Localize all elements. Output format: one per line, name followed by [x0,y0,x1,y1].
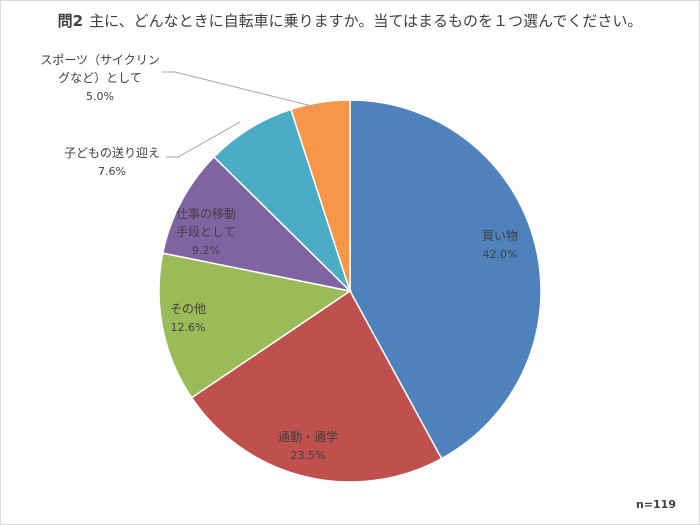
question-number: 問2 [57,12,84,30]
leader-line-4 [166,121,241,158]
slice-label-3: 仕事の移動手段として 9.2% [176,207,236,257]
sample-size-note: n=119 [635,498,676,511]
slice-label-1: 通勤・通学 23.5% [278,429,338,462]
pie-slice-2 [158,252,352,399]
pie-slice-0 [349,99,542,460]
slice-label-5: スポーツ（サイクリングなど）として 5.0% [40,53,160,103]
leader-line-5 [162,71,321,109]
slice-label-4: 子どもの送り迎え 7.6% [64,145,160,178]
question-text: 主に、どんなときに自転車に乗りますか。当てはまるものを１つ選んでください。 [89,12,643,30]
pie-slice-1 [190,289,443,483]
slice-label-0: 買い物 42.0% [482,229,518,261]
pie-slice-3 [161,155,353,293]
chart-title: 問2 主に、どんなときに自転車に乗りますか。当てはまるものを１つ選んでください。 [40,10,660,32]
pie-slice-5 [289,99,351,292]
slice-label-2: その他 12.6% [170,302,206,334]
